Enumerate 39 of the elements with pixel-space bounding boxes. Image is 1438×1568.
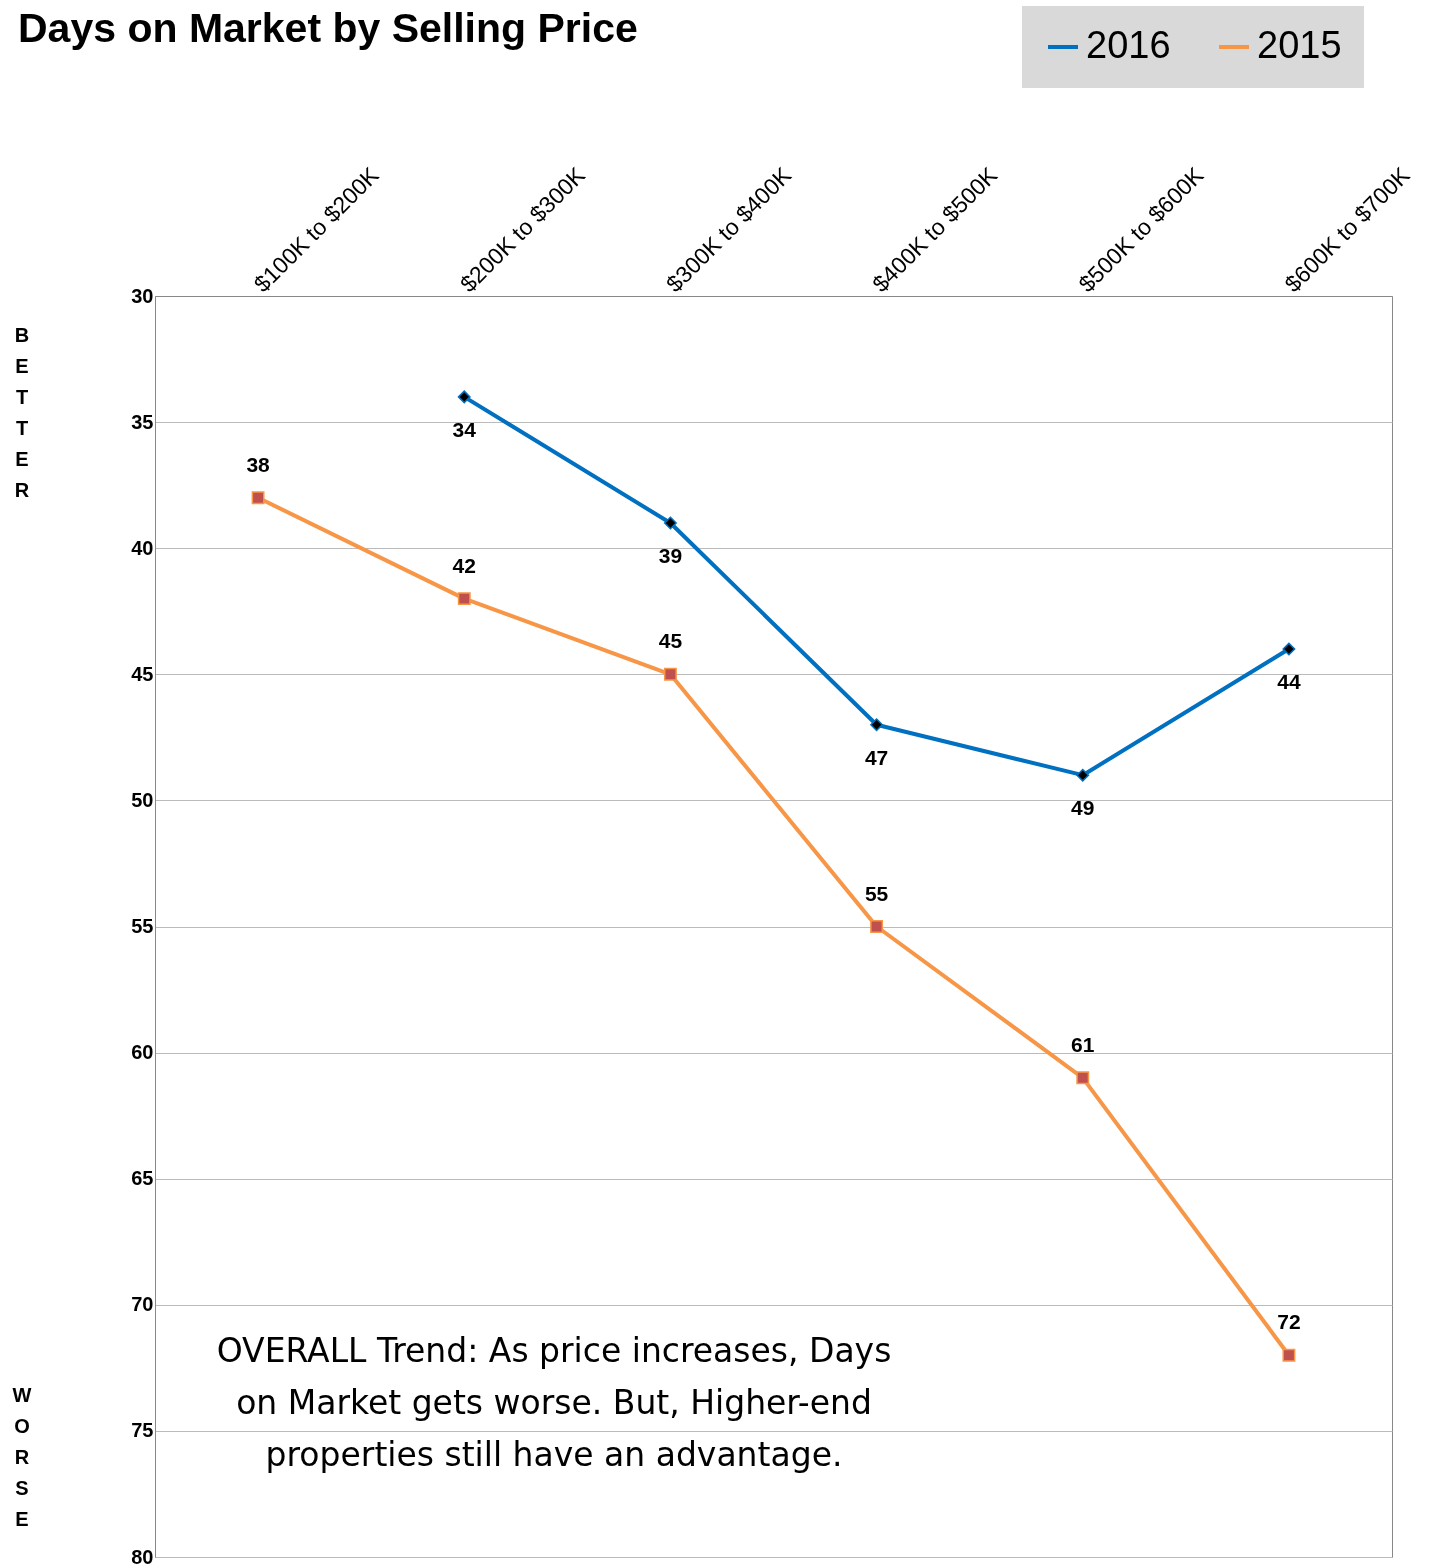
point [1076,768,1090,782]
data-label: 38 [246,452,271,476]
y-tick-label: 55 [131,915,154,937]
annotation: OVERALL Trend: As price increases, Days on Market gets worse. But, Higher-end properties still have an advantage. [216,1331,892,1474]
point [251,491,265,505]
point [663,516,677,530]
point [1282,642,1296,656]
data-label: 45 [658,629,683,653]
data-label: 34 [452,417,477,441]
legend-label: 2015 [1257,24,1342,66]
point [457,390,471,404]
data-label: 47 [864,745,889,769]
point [663,667,677,681]
y-tick-label: 60 [131,1041,154,1064]
legend-label: 2016 [1086,24,1171,66]
data-label: 49 [1071,796,1095,820]
text: BETTER [14,324,30,501]
y-tick-label: 45 [131,662,154,685]
point [1076,1071,1090,1085]
point [457,592,471,606]
point [870,920,884,933]
point [870,718,884,732]
chart-title: Days on Market by Selling Price [18,5,638,51]
y-tick-label: 30 [131,284,154,307]
y-tick-label: 50 [131,788,154,811]
data-label: 61 [1071,1032,1095,1056]
data-label: 42 [452,553,476,577]
y-tick-label: 65 [131,1167,154,1190]
text: WORSE [12,1384,32,1530]
point [1282,1348,1296,1362]
data-label: 72 [1277,1310,1301,1334]
data-label: 39 [658,543,683,567]
y-tick-label: 80 [131,1545,154,1568]
y-tick-label: 35 [131,410,154,433]
y-tick-label: 75 [131,1419,154,1442]
data-label: 55 [864,881,889,905]
data-label: 44 [1277,670,1301,694]
y-tick-label: 40 [131,536,154,559]
y-tick-label: 70 [131,1293,154,1316]
